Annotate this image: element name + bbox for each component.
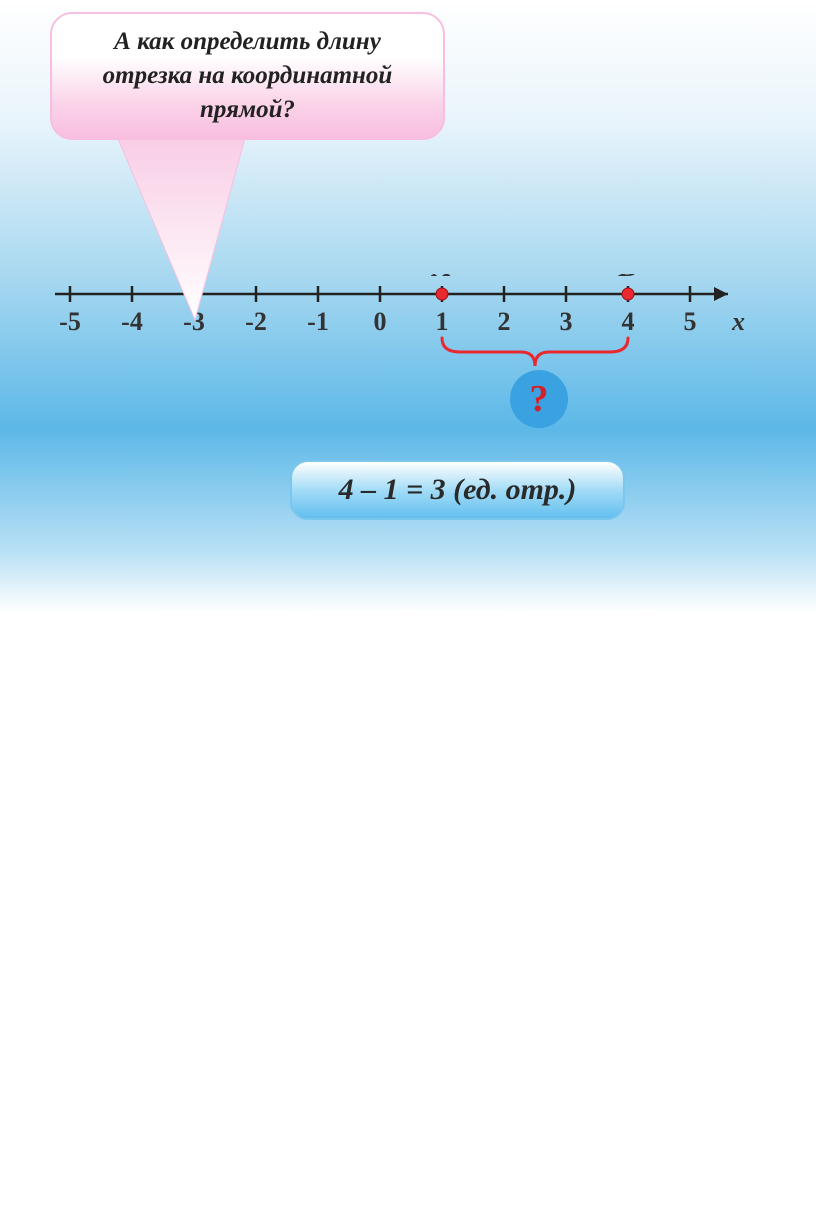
question-circle: ?	[510, 370, 568, 428]
callout-line3: прямой?	[200, 96, 295, 123]
svg-text:А: А	[431, 274, 452, 283]
svg-text:0: 0	[374, 307, 387, 336]
svg-text:2: 2	[498, 307, 511, 336]
question-callout: А как определить длину отрезка на коорди…	[50, 12, 445, 140]
answer-box: 4 – 1 = 3 (ед. отр.)	[290, 460, 625, 520]
svg-text:3: 3	[560, 307, 573, 336]
question-mark: ?	[530, 377, 549, 421]
svg-text:4: 4	[622, 307, 635, 336]
callout-line1: А как определить длину	[114, 28, 381, 55]
svg-text:В: В	[618, 274, 638, 283]
svg-text:5: 5	[684, 307, 697, 336]
svg-text:х: х	[731, 307, 745, 336]
svg-text:1: 1	[436, 307, 449, 336]
callout-line2: отрезка на координатной	[103, 62, 393, 89]
svg-text:-5: -5	[59, 307, 81, 336]
callout-tail	[90, 110, 270, 350]
answer-text: 4 – 1 = 3 (ед. отр.)	[339, 473, 577, 507]
svg-text:-1: -1	[307, 307, 329, 336]
sun-rays	[0, 610, 816, 1226]
